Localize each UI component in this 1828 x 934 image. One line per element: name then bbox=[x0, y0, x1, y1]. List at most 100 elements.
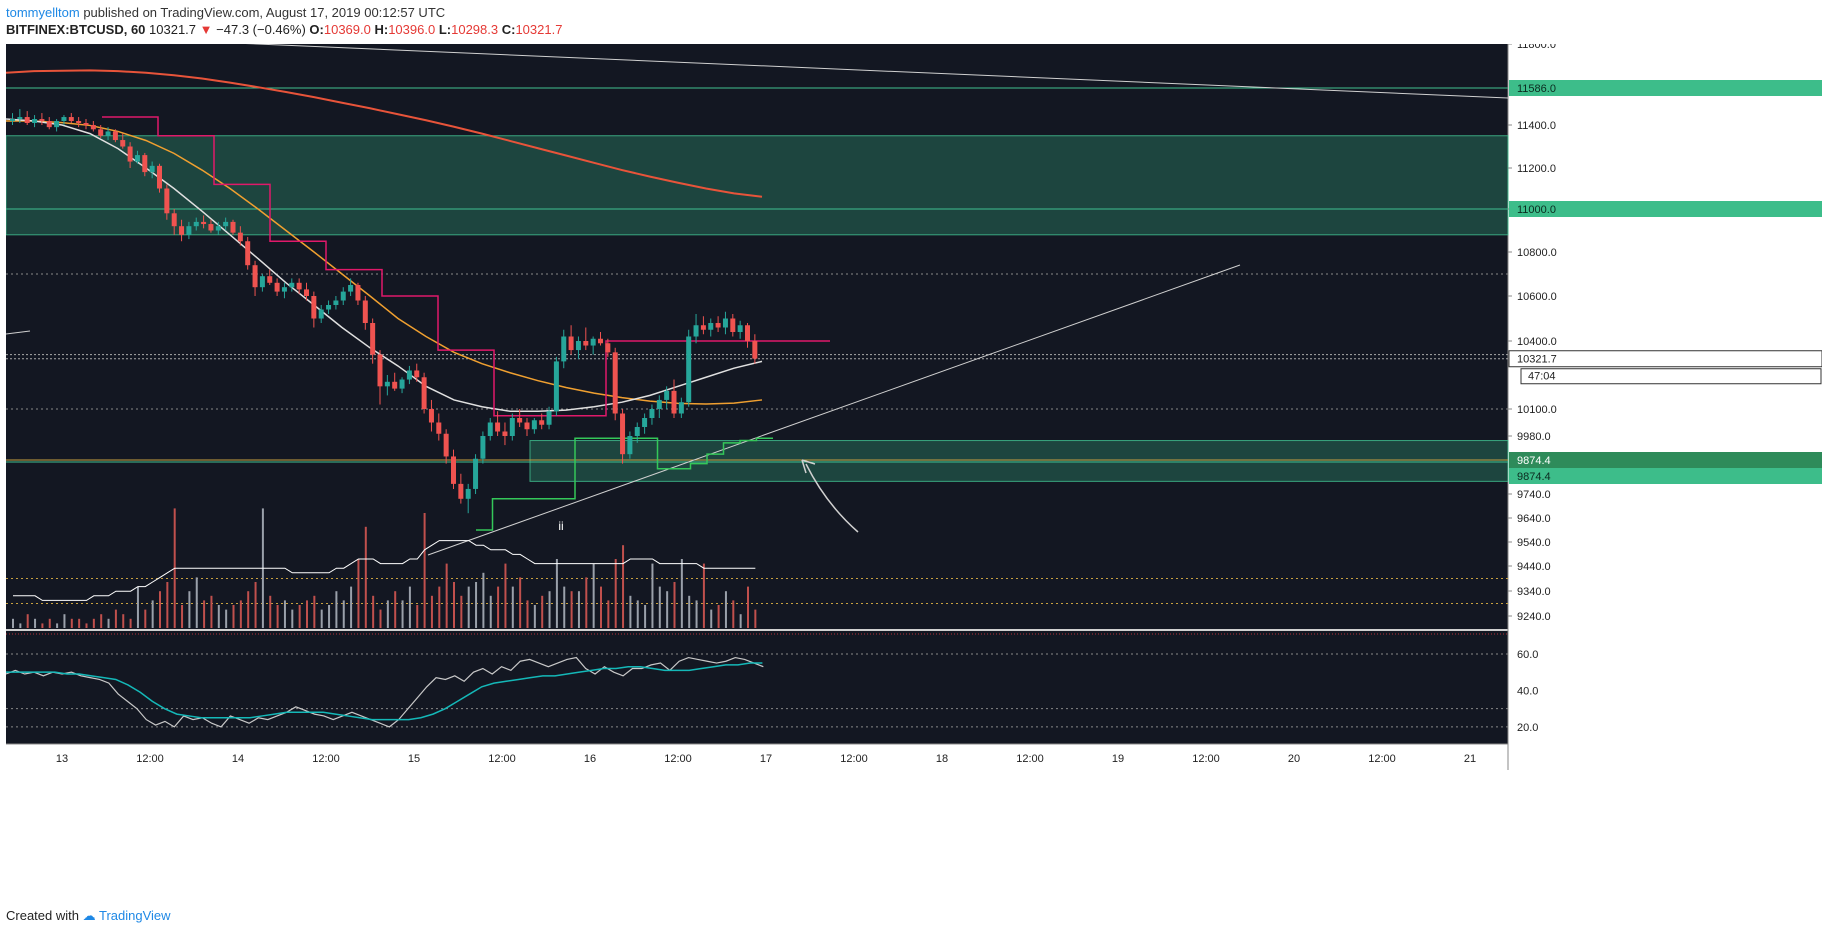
publish-header: tommyelltom published on TradingView.com… bbox=[0, 0, 1828, 44]
volume-bar bbox=[607, 600, 610, 628]
volume-bar bbox=[225, 609, 228, 628]
candle-body bbox=[186, 226, 192, 235]
price-label-11586-bg bbox=[1509, 80, 1822, 96]
volume-bar bbox=[563, 586, 566, 628]
volume-bar bbox=[724, 591, 727, 628]
candle-body bbox=[120, 140, 126, 147]
volume-bar bbox=[438, 586, 441, 628]
candle-body bbox=[259, 276, 265, 288]
volume-bar bbox=[19, 623, 22, 628]
volume-bar bbox=[747, 586, 749, 628]
volume-bar bbox=[732, 600, 735, 628]
candle-body bbox=[627, 436, 633, 455]
countdown-badge: 47:04 bbox=[1528, 371, 1556, 383]
volume-bar bbox=[247, 591, 250, 628]
candle-body bbox=[24, 117, 30, 124]
candle-body bbox=[76, 121, 82, 124]
candle-body bbox=[54, 121, 60, 128]
change-arrow-icon: ▼ bbox=[199, 22, 213, 37]
candle-body bbox=[274, 282, 280, 292]
time-tick-label: 21 bbox=[1464, 753, 1476, 765]
volume-bar bbox=[195, 577, 198, 628]
candle-body bbox=[428, 409, 434, 423]
volume-bar bbox=[34, 618, 37, 628]
candle-body bbox=[215, 226, 221, 231]
close-value: 10321.7 bbox=[515, 22, 563, 37]
volume-bar bbox=[122, 614, 125, 628]
candle-body bbox=[392, 381, 398, 389]
candle-body bbox=[656, 399, 662, 409]
volume-bar bbox=[107, 618, 110, 628]
candle-body bbox=[289, 282, 295, 288]
volume-bar bbox=[644, 605, 647, 628]
candle-body bbox=[134, 155, 140, 162]
volume-bar bbox=[100, 614, 103, 628]
candle-body bbox=[267, 276, 273, 283]
candle-body bbox=[384, 381, 390, 387]
volume-bar bbox=[283, 600, 286, 628]
volume-bar bbox=[739, 614, 742, 628]
time-tick-label: 17 bbox=[760, 753, 772, 765]
volume-bar bbox=[423, 513, 426, 628]
candle-body bbox=[620, 413, 626, 455]
volume-bar bbox=[533, 605, 536, 628]
rsi-line bbox=[5, 656, 764, 728]
volume-bar bbox=[328, 605, 331, 628]
candle-body bbox=[281, 287, 287, 292]
candle-body bbox=[708, 323, 714, 330]
candle-body bbox=[98, 129, 104, 136]
volume-bar bbox=[12, 618, 14, 628]
time-axis-background bbox=[6, 744, 1508, 770]
volume-bar bbox=[298, 605, 301, 628]
author-link[interactable]: tommyelltom bbox=[6, 5, 80, 20]
volume-bar bbox=[210, 595, 213, 628]
candle-body bbox=[568, 336, 574, 351]
time-tick-label: 15 bbox=[408, 753, 420, 765]
volume-bar bbox=[151, 600, 154, 628]
volume-bar bbox=[70, 618, 73, 628]
price-tick-label: 9740.0 bbox=[1517, 489, 1551, 501]
volume-bar bbox=[364, 526, 367, 628]
time-tick-label: 18 bbox=[936, 753, 948, 765]
volume-bar bbox=[710, 609, 713, 628]
volume-bar bbox=[555, 559, 558, 628]
volume-bar bbox=[408, 586, 411, 628]
volume-bar bbox=[56, 623, 59, 628]
volume-bar bbox=[166, 582, 169, 628]
volume-bar bbox=[144, 609, 147, 628]
chart-area[interactable]: ii 11800.0 11400.0 11200.0 11000.0 10800.0 106… bbox=[5, 37, 1823, 909]
volume-bar bbox=[504, 563, 507, 628]
candle-body bbox=[32, 119, 38, 124]
volume-bar bbox=[203, 600, 206, 628]
time-tick-label: 12:00 bbox=[664, 753, 692, 765]
candle-body bbox=[605, 343, 611, 353]
candle-body bbox=[171, 213, 177, 227]
open-label: O: bbox=[309, 22, 324, 37]
high-value: 10396.0 bbox=[388, 22, 436, 37]
volume-bar bbox=[666, 591, 669, 628]
price-chart[interactable]: ii 11800.0 11400.0 11200.0 11000.0 10800.0 106… bbox=[5, 37, 1823, 904]
tradingview-link[interactable]: TradingView bbox=[99, 908, 171, 923]
price-tick-label: 10400.0 bbox=[1517, 336, 1557, 348]
candle-body bbox=[179, 226, 185, 235]
volume-ma-line bbox=[13, 540, 756, 601]
candle-body bbox=[678, 402, 684, 414]
candle-body bbox=[737, 325, 743, 332]
volume-bar bbox=[232, 605, 235, 628]
symbol-legend: BITFINEX:BTCUSD, 60 10321.7 ▼ −47.3 (−0.… bbox=[6, 22, 562, 37]
candle-body bbox=[252, 265, 258, 288]
candle-body bbox=[406, 370, 412, 380]
symbol-name[interactable]: BITFINEX:BTCUSD, 60 bbox=[6, 22, 146, 37]
price-label-9874-a-bg bbox=[1509, 452, 1822, 468]
candle-body bbox=[531, 420, 537, 430]
candle-body bbox=[598, 338, 603, 344]
candle-body bbox=[590, 338, 596, 346]
candle-body bbox=[671, 390, 677, 414]
time-tick-label: 12:00 bbox=[312, 753, 340, 765]
volume-bar bbox=[254, 582, 257, 628]
candle-body bbox=[480, 436, 486, 459]
candle-body bbox=[421, 377, 427, 409]
time-tick-label: 12:00 bbox=[1192, 753, 1220, 765]
price-tick-label: 9440.0 bbox=[1517, 561, 1551, 573]
candle-body bbox=[10, 119, 15, 122]
